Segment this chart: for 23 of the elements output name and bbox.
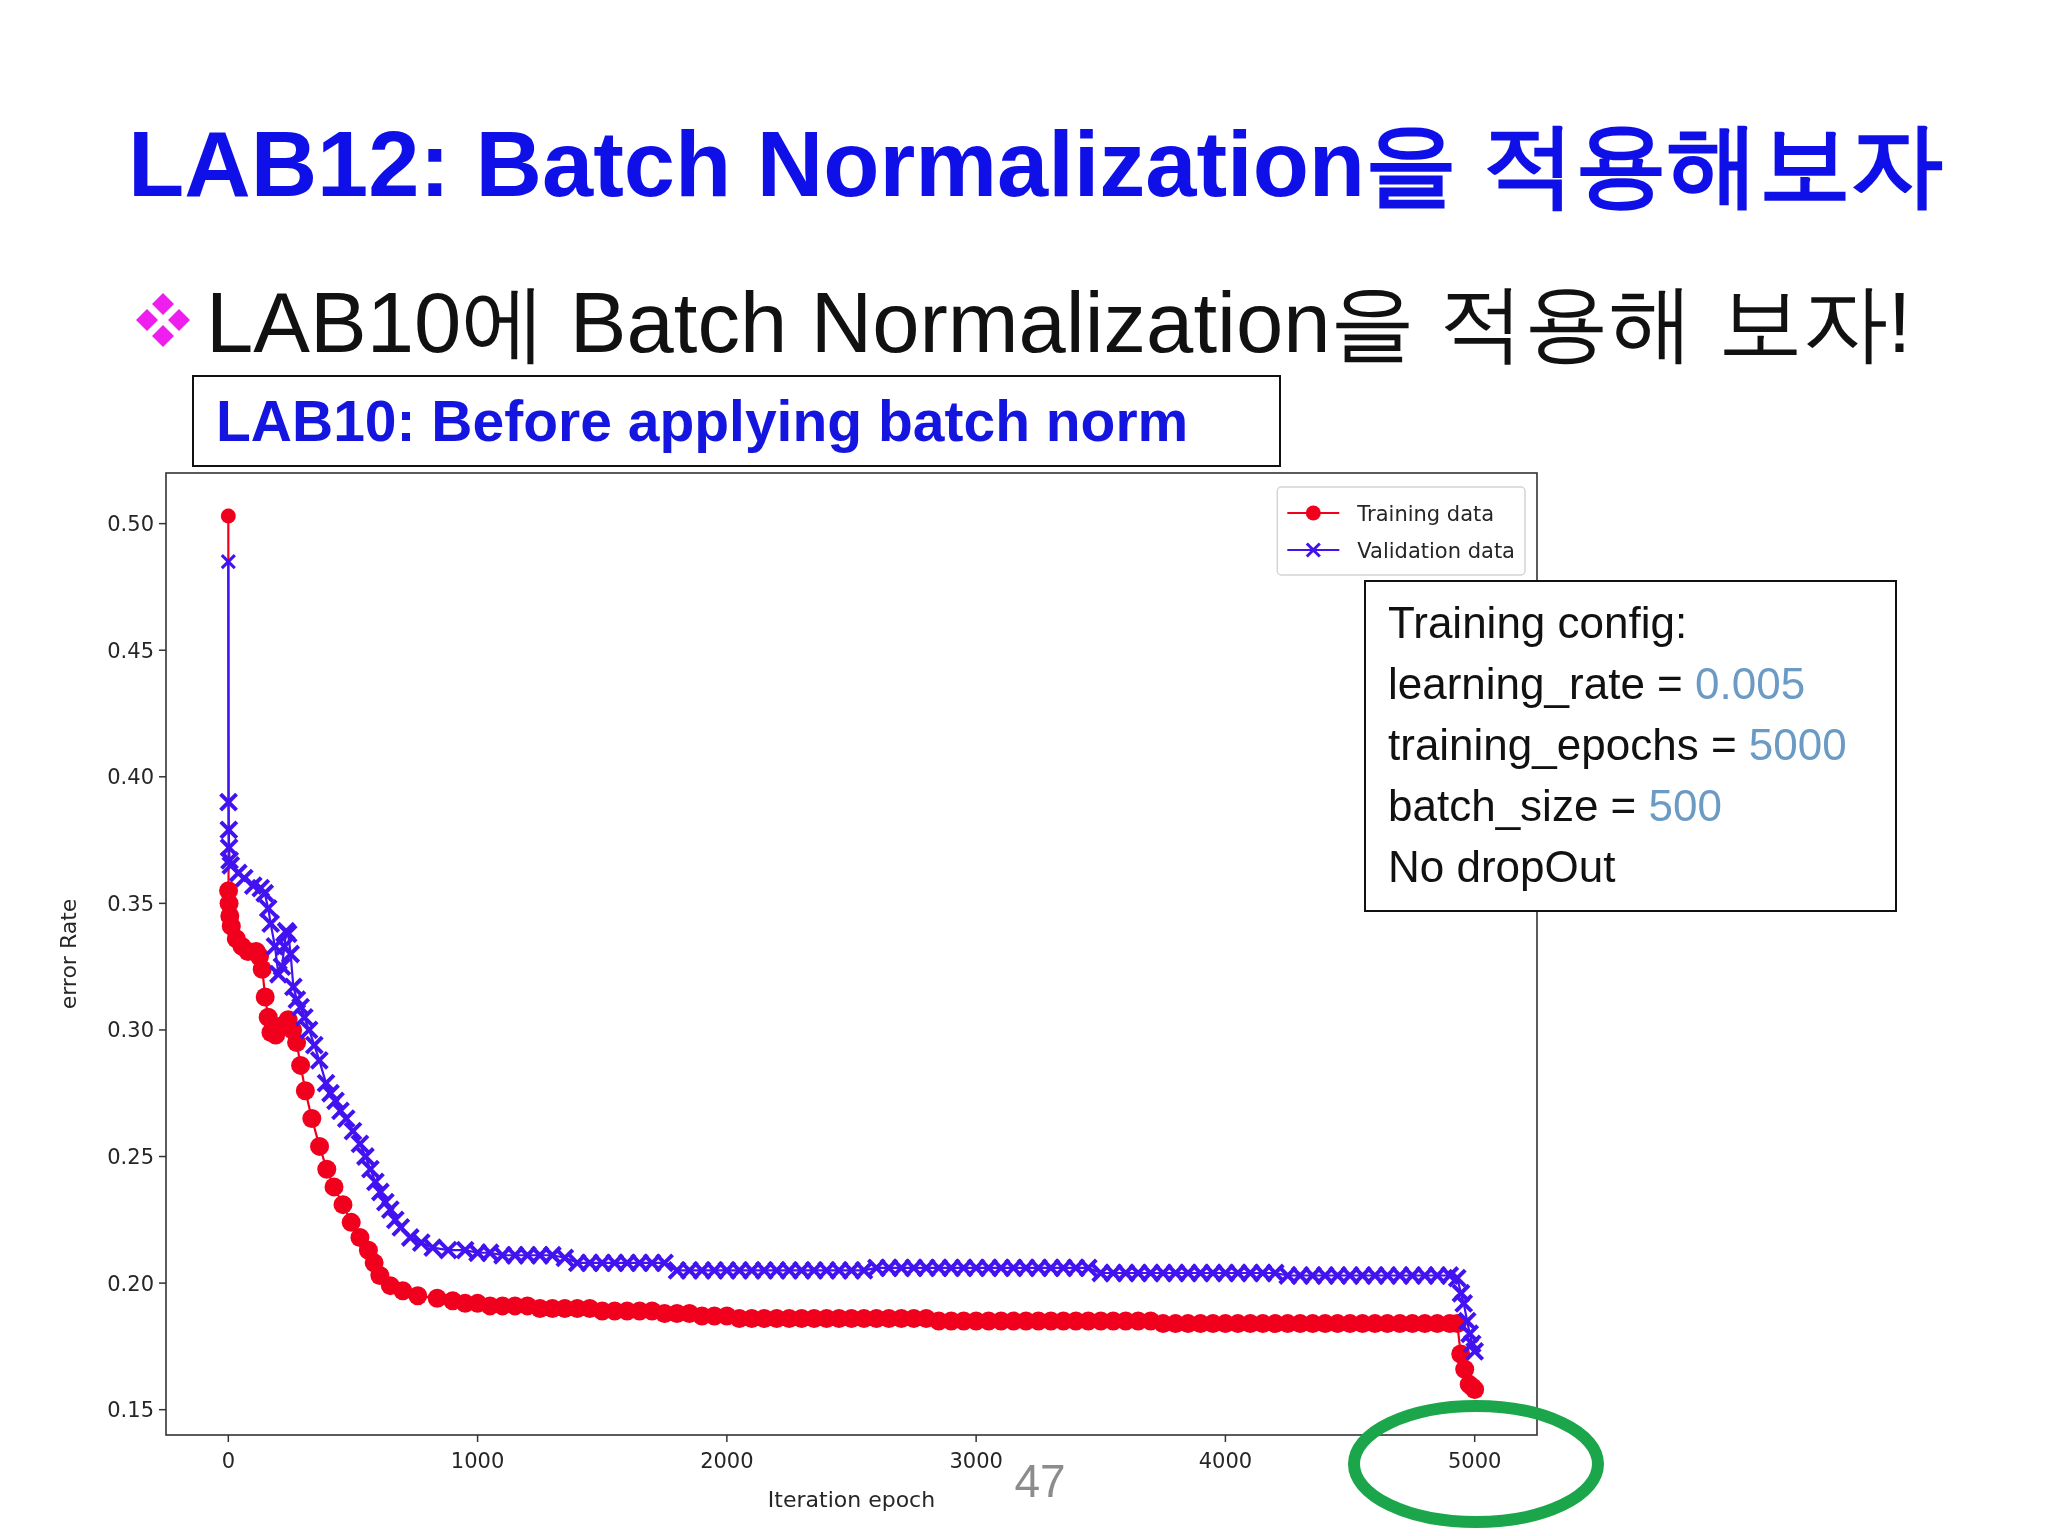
x-tick-label: 3000 bbox=[949, 1449, 1003, 1473]
y-tick-label: 0.40 bbox=[107, 765, 154, 790]
text: Training config: learning_rate = 0.005 training_epochs = 5000 batch_size = 500 No dropOut bbox=[1388, 598, 1847, 891]
chart-title: LAB12: Batch Normalization을 적용해보자 bbox=[128, 113, 1943, 215]
text: LAB10: Before applying batch norm bbox=[216, 389, 1189, 453]
x-tick-label: 5000 bbox=[1447, 1449, 1502, 1473]
y-tick-label: 0.30 bbox=[107, 1018, 154, 1043]
x-axis-title: Iteration epoch bbox=[767, 1487, 936, 1512]
y-tick-label: 0.25 bbox=[107, 1145, 154, 1170]
y-tick-label: 0.45 bbox=[107, 638, 154, 663]
x-tick-label: 2000 bbox=[700, 1449, 754, 1473]
x-tick-label: 4000 bbox=[1198, 1449, 1253, 1473]
y-tick-label: 0.20 bbox=[107, 1271, 154, 1296]
y-tick-label: 0.35 bbox=[107, 891, 154, 916]
y-tick-label: 0.15 bbox=[107, 1398, 154, 1423]
y-axis-title: error Rate bbox=[56, 898, 81, 1010]
text: 47 bbox=[1014, 1455, 1066, 1507]
chart-subtitle: LAB10에 Batch Normalization을 적용해 보자! bbox=[206, 275, 1912, 370]
x-tick-label: 1000 bbox=[450, 1449, 505, 1473]
y-tick-label: 0.50 bbox=[107, 512, 154, 537]
x-tick-label: 0 bbox=[221, 1449, 236, 1473]
legend-label: Training data bbox=[1356, 501, 1495, 526]
legend-label: Validation data bbox=[1357, 538, 1515, 563]
